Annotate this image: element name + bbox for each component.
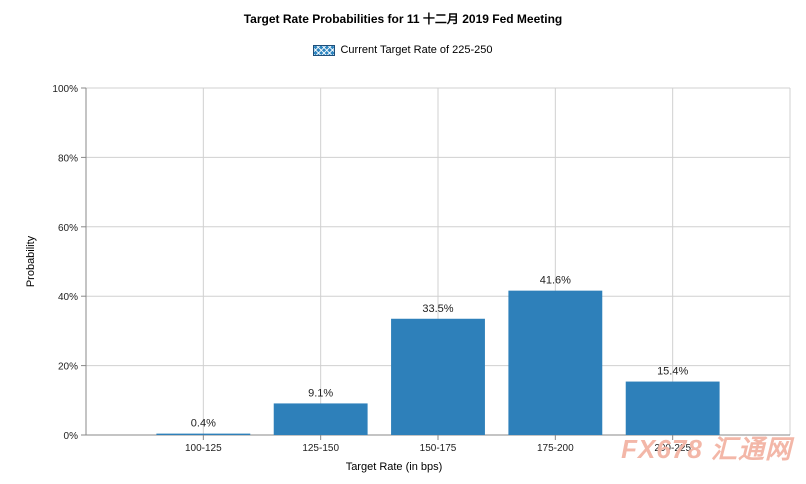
y-tick-label: 0% [64, 431, 79, 442]
bar-150-175 [391, 318, 485, 435]
bar-125-150 [273, 403, 368, 435]
x-tick-label: 100-125 [185, 443, 222, 454]
y-tick-label: 60% [58, 223, 78, 234]
watermark-text: FX678 汇通网 [621, 434, 792, 464]
x-tick-label: 175-200 [537, 443, 574, 454]
bar-200-225 [625, 381, 720, 435]
x-tick-label: 125-150 [302, 443, 339, 454]
bar-175-200 [508, 290, 603, 435]
y-tick-label: 20% [58, 362, 78, 373]
data-label-150-175: 33.5% [422, 303, 453, 315]
legend-swatch [313, 44, 336, 56]
x-axis-label: Target Rate (in bps) [346, 461, 443, 473]
y-tick-label: 80% [58, 153, 78, 164]
x-tick-label: 150-175 [420, 443, 457, 454]
legend-label: Current Target Rate of 225-250 [340, 44, 493, 56]
chart-legend: Current Target Rate of 225-250 [0, 44, 806, 56]
data-label-100-125: 0.4% [191, 418, 216, 430]
x-tick-label: 200-225 [654, 443, 691, 454]
chart-title: Target Rate Probabilities for 11 十二月 201… [243, 12, 563, 26]
y-axis-label: Probability [25, 235, 37, 287]
data-label-125-150: 9.1% [308, 387, 333, 399]
data-label-175-200: 41.6% [540, 275, 571, 287]
y-tick-label: 100% [52, 84, 78, 95]
bar-100-125 [156, 433, 251, 435]
y-tick-label: 40% [58, 292, 78, 303]
data-label-200-225: 15.4% [657, 366, 688, 378]
